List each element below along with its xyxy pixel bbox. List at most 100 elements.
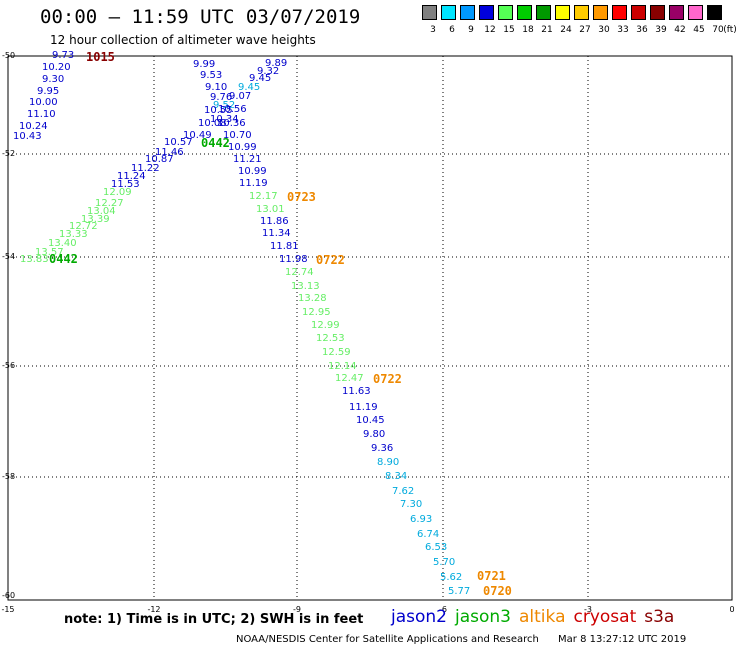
colorbar-swatch [688, 5, 703, 20]
wave-height-label: 13.83 [20, 254, 49, 265]
lon-tick-label: -12 [147, 605, 160, 614]
wave-height-label: 9.07 [229, 91, 251, 102]
wave-height-label: 9.45 [238, 82, 260, 93]
pass-time-label: 0722 [373, 372, 402, 386]
colorbar-label: 33 [617, 25, 629, 35]
wave-height-label: 5.77 [448, 586, 470, 597]
legend-jason2: jason2 [391, 607, 447, 627]
wave-height-label: 12.14 [328, 361, 357, 372]
colorbar-swatch [536, 5, 551, 20]
wave-height-label: 13.57 [35, 247, 64, 258]
colorbar-swatch [460, 5, 475, 20]
lat-tick-label: -56 [2, 361, 15, 370]
colorbar-label: 21 [541, 25, 553, 35]
pass-time-label: 0722 [316, 253, 345, 267]
lat-tick-label: -54 [2, 252, 15, 261]
wave-height-label: 9.32 [257, 66, 279, 77]
colorbar-swatch [574, 5, 589, 20]
colorbar-swatch [498, 5, 513, 20]
wave-height-label: 12.59 [322, 347, 351, 358]
wave-height-label: 8.90 [377, 457, 399, 468]
colorbar-label: 3 [430, 25, 436, 35]
pass-time-label: 0721 [477, 569, 506, 583]
colorbar-swatch [555, 5, 570, 20]
lat-tick-label: -60 [2, 591, 15, 600]
legend-altika: altika [519, 607, 566, 627]
wave-height-label: 13.01 [256, 204, 285, 215]
map-subtitle: 12 hour collection of altimeter wave hei… [50, 33, 316, 47]
colorbar-swatch [650, 5, 665, 20]
credit-organization: NOAA/NESDIS Center for Satellite Applica… [236, 634, 539, 645]
wave-height-label: 11.81 [270, 241, 299, 252]
wave-height-label: 9.53 [200, 70, 222, 81]
wave-height-label: 12.95 [302, 307, 331, 318]
lon-tick-label: -15 [1, 605, 14, 614]
wave-height-label: 10.56 [218, 104, 247, 115]
map-frame [7, 55, 733, 601]
wave-height-label: 11.22 [131, 163, 160, 174]
wave-height-label: 11.19 [239, 178, 268, 189]
footer-note: note: 1) Time is in UTC; 2) SWH is in fe… [64, 612, 364, 627]
wave-height-label: 11.21 [233, 154, 262, 165]
wave-height-label: 9.73 [52, 50, 74, 61]
wave-height-label: 11.19 [349, 402, 378, 413]
colorbar-swatch [669, 5, 684, 20]
wave-height-label: 11.53 [111, 179, 140, 190]
colorbar-swatch [517, 5, 532, 20]
wave-height-label: 10.08 [198, 118, 227, 129]
wave-height-label: 9.76 [210, 92, 232, 103]
lat-tick-label: -58 [2, 472, 15, 481]
wave-height-label: 6.74 [417, 529, 439, 540]
lat-tick-label: -52 [2, 149, 15, 158]
wave-height-label: 10.87 [145, 154, 174, 165]
wave-height-label: 6.93 [410, 514, 432, 525]
lon-tick-label: -3 [584, 605, 592, 614]
wave-height-label: 11.10 [27, 109, 56, 120]
wave-height-label: 5.62 [440, 572, 462, 583]
pass-time-label: 0720 [483, 584, 512, 598]
wave-height-label: 9.89 [265, 58, 287, 69]
wave-height-label: 12.72 [69, 221, 98, 232]
colorbar-swatch [422, 5, 437, 20]
wave-height-label: 13.40 [48, 238, 77, 249]
wave-height-label: 9.80 [363, 429, 385, 440]
colorbar-label: 6 [449, 25, 455, 35]
map-title: 00:00 – 11:59 UTC 03/07/2019 [40, 6, 361, 28]
wave-height-label: 11.86 [260, 216, 289, 227]
colorbar-swatch [612, 5, 627, 20]
colorbar-label: 39 [655, 25, 667, 35]
wave-height-label: 10.55 [204, 105, 233, 116]
wave-height-label: 9.30 [42, 74, 64, 85]
colorbar-swatch [479, 5, 494, 20]
wave-height-label: 10.24 [19, 121, 48, 132]
wave-height-label: 10.49 [183, 130, 212, 141]
wave-height-label: 13.04 [87, 206, 116, 217]
wave-height-label: 9.45 [249, 73, 271, 84]
colorbar-swatch [441, 5, 456, 20]
wave-height-label: 10.57 [164, 137, 193, 148]
colorbar-label: 27 [579, 25, 591, 35]
credit-line: NOAA/NESDIS Center for Satellite Applica… [236, 634, 702, 645]
colorbar-unit: (ft) [723, 25, 737, 35]
satellite-legend: jason2 jason3 altika cryosat s3a [391, 607, 682, 627]
pass-time-label: 1015 [86, 50, 115, 64]
legend-s3a: s3a [644, 607, 675, 627]
colorbar-label: 70 [712, 25, 724, 35]
wave-height-label: 9.36 [371, 443, 393, 454]
wave-height-label: 11.98 [279, 254, 308, 265]
wave-height-label: 10.99 [228, 142, 257, 153]
wave-height-label: 13.28 [298, 293, 327, 304]
pass-time-label: 0442 [201, 136, 230, 150]
colorbar-label: 45 [693, 25, 705, 35]
colorbar-label: 30 [598, 25, 610, 35]
colorbar-swatch [631, 5, 646, 20]
wave-height-label: 13.33 [59, 229, 88, 240]
colorbar-label: 15 [503, 25, 515, 35]
wave-height-label: 11.46 [155, 147, 184, 158]
wave-height-label: 10.00 [29, 97, 58, 108]
colorbar-swatch [707, 5, 722, 20]
wave-height-label: 13.39 [81, 214, 110, 225]
wave-height-label: 10.99 [238, 166, 267, 177]
wave-height-label: 6.53 [425, 542, 447, 553]
wave-height-label: 9.10 [205, 82, 227, 93]
